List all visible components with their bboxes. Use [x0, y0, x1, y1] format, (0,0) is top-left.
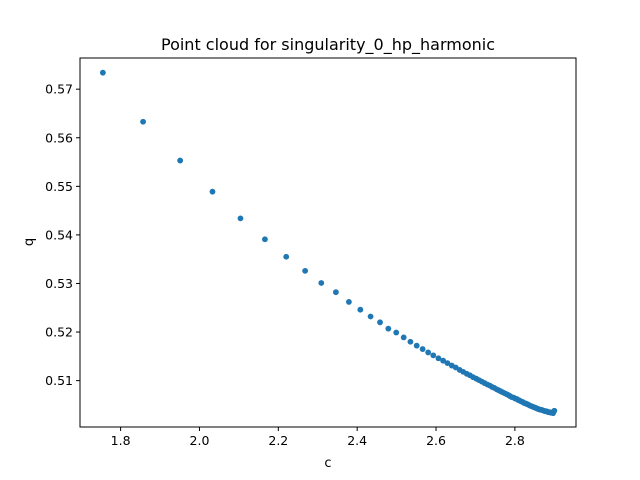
y-axis-ticks: 0.51 0.52 0.53 0.54 0.55 0.56 0.57	[45, 82, 80, 388]
x-tick-label: 2.2	[268, 433, 288, 448]
y-tick-label: 0.53	[45, 276, 73, 291]
data-point-9	[332, 289, 339, 296]
data-point-4	[237, 215, 244, 222]
data-point-15	[393, 329, 400, 336]
data-point-17	[407, 338, 414, 345]
x-tick-label: 2.4	[347, 433, 367, 448]
y-tick-label: 0.55	[45, 179, 73, 194]
data-point-19	[419, 346, 426, 352]
data-point-6	[283, 253, 290, 260]
data-point-10	[346, 299, 352, 305]
x-tick-label: 1.8	[111, 433, 131, 448]
y-tick-label: 0.57	[45, 82, 73, 97]
data-point-24	[444, 360, 451, 367]
x-tick-label: 2.6	[426, 433, 446, 448]
y-axis-label: q	[22, 238, 37, 246]
data-point-81	[551, 407, 558, 414]
y-tick-label: 0.52	[45, 325, 73, 340]
data-point-21	[430, 352, 437, 359]
data-point-18	[413, 342, 420, 349]
data-point-0	[99, 69, 106, 76]
data-point-14	[385, 325, 392, 332]
y-tick-label: 0.51	[45, 373, 73, 388]
data-point-8	[318, 280, 325, 286]
x-axis-ticks: 1.8 2.0 2.2 2.4 2.6 2.8	[111, 427, 525, 448]
y-tick-label: 0.56	[45, 130, 73, 145]
data-point-13	[377, 319, 383, 326]
x-tick-label: 2.8	[505, 433, 525, 448]
data-point-20	[425, 349, 432, 356]
x-tick-label: 2.0	[190, 433, 210, 448]
data-point-23	[440, 357, 447, 364]
chart-title: Point cloud for singularity_0_hp_harmoni…	[161, 35, 495, 55]
data-point-5	[262, 236, 268, 243]
data-point-3	[209, 188, 216, 195]
data-point-7	[302, 267, 309, 274]
x-axis-label: c	[324, 456, 331, 471]
plot-area-frame	[79, 57, 577, 428]
data-point-11	[357, 306, 364, 313]
data-point-22	[435, 355, 442, 362]
data-points	[99, 69, 558, 417]
y-tick-label: 0.54	[45, 227, 73, 242]
data-point-1	[140, 118, 146, 125]
data-point-12	[367, 313, 374, 320]
data-point-16	[400, 334, 407, 341]
data-point-2	[177, 157, 184, 164]
